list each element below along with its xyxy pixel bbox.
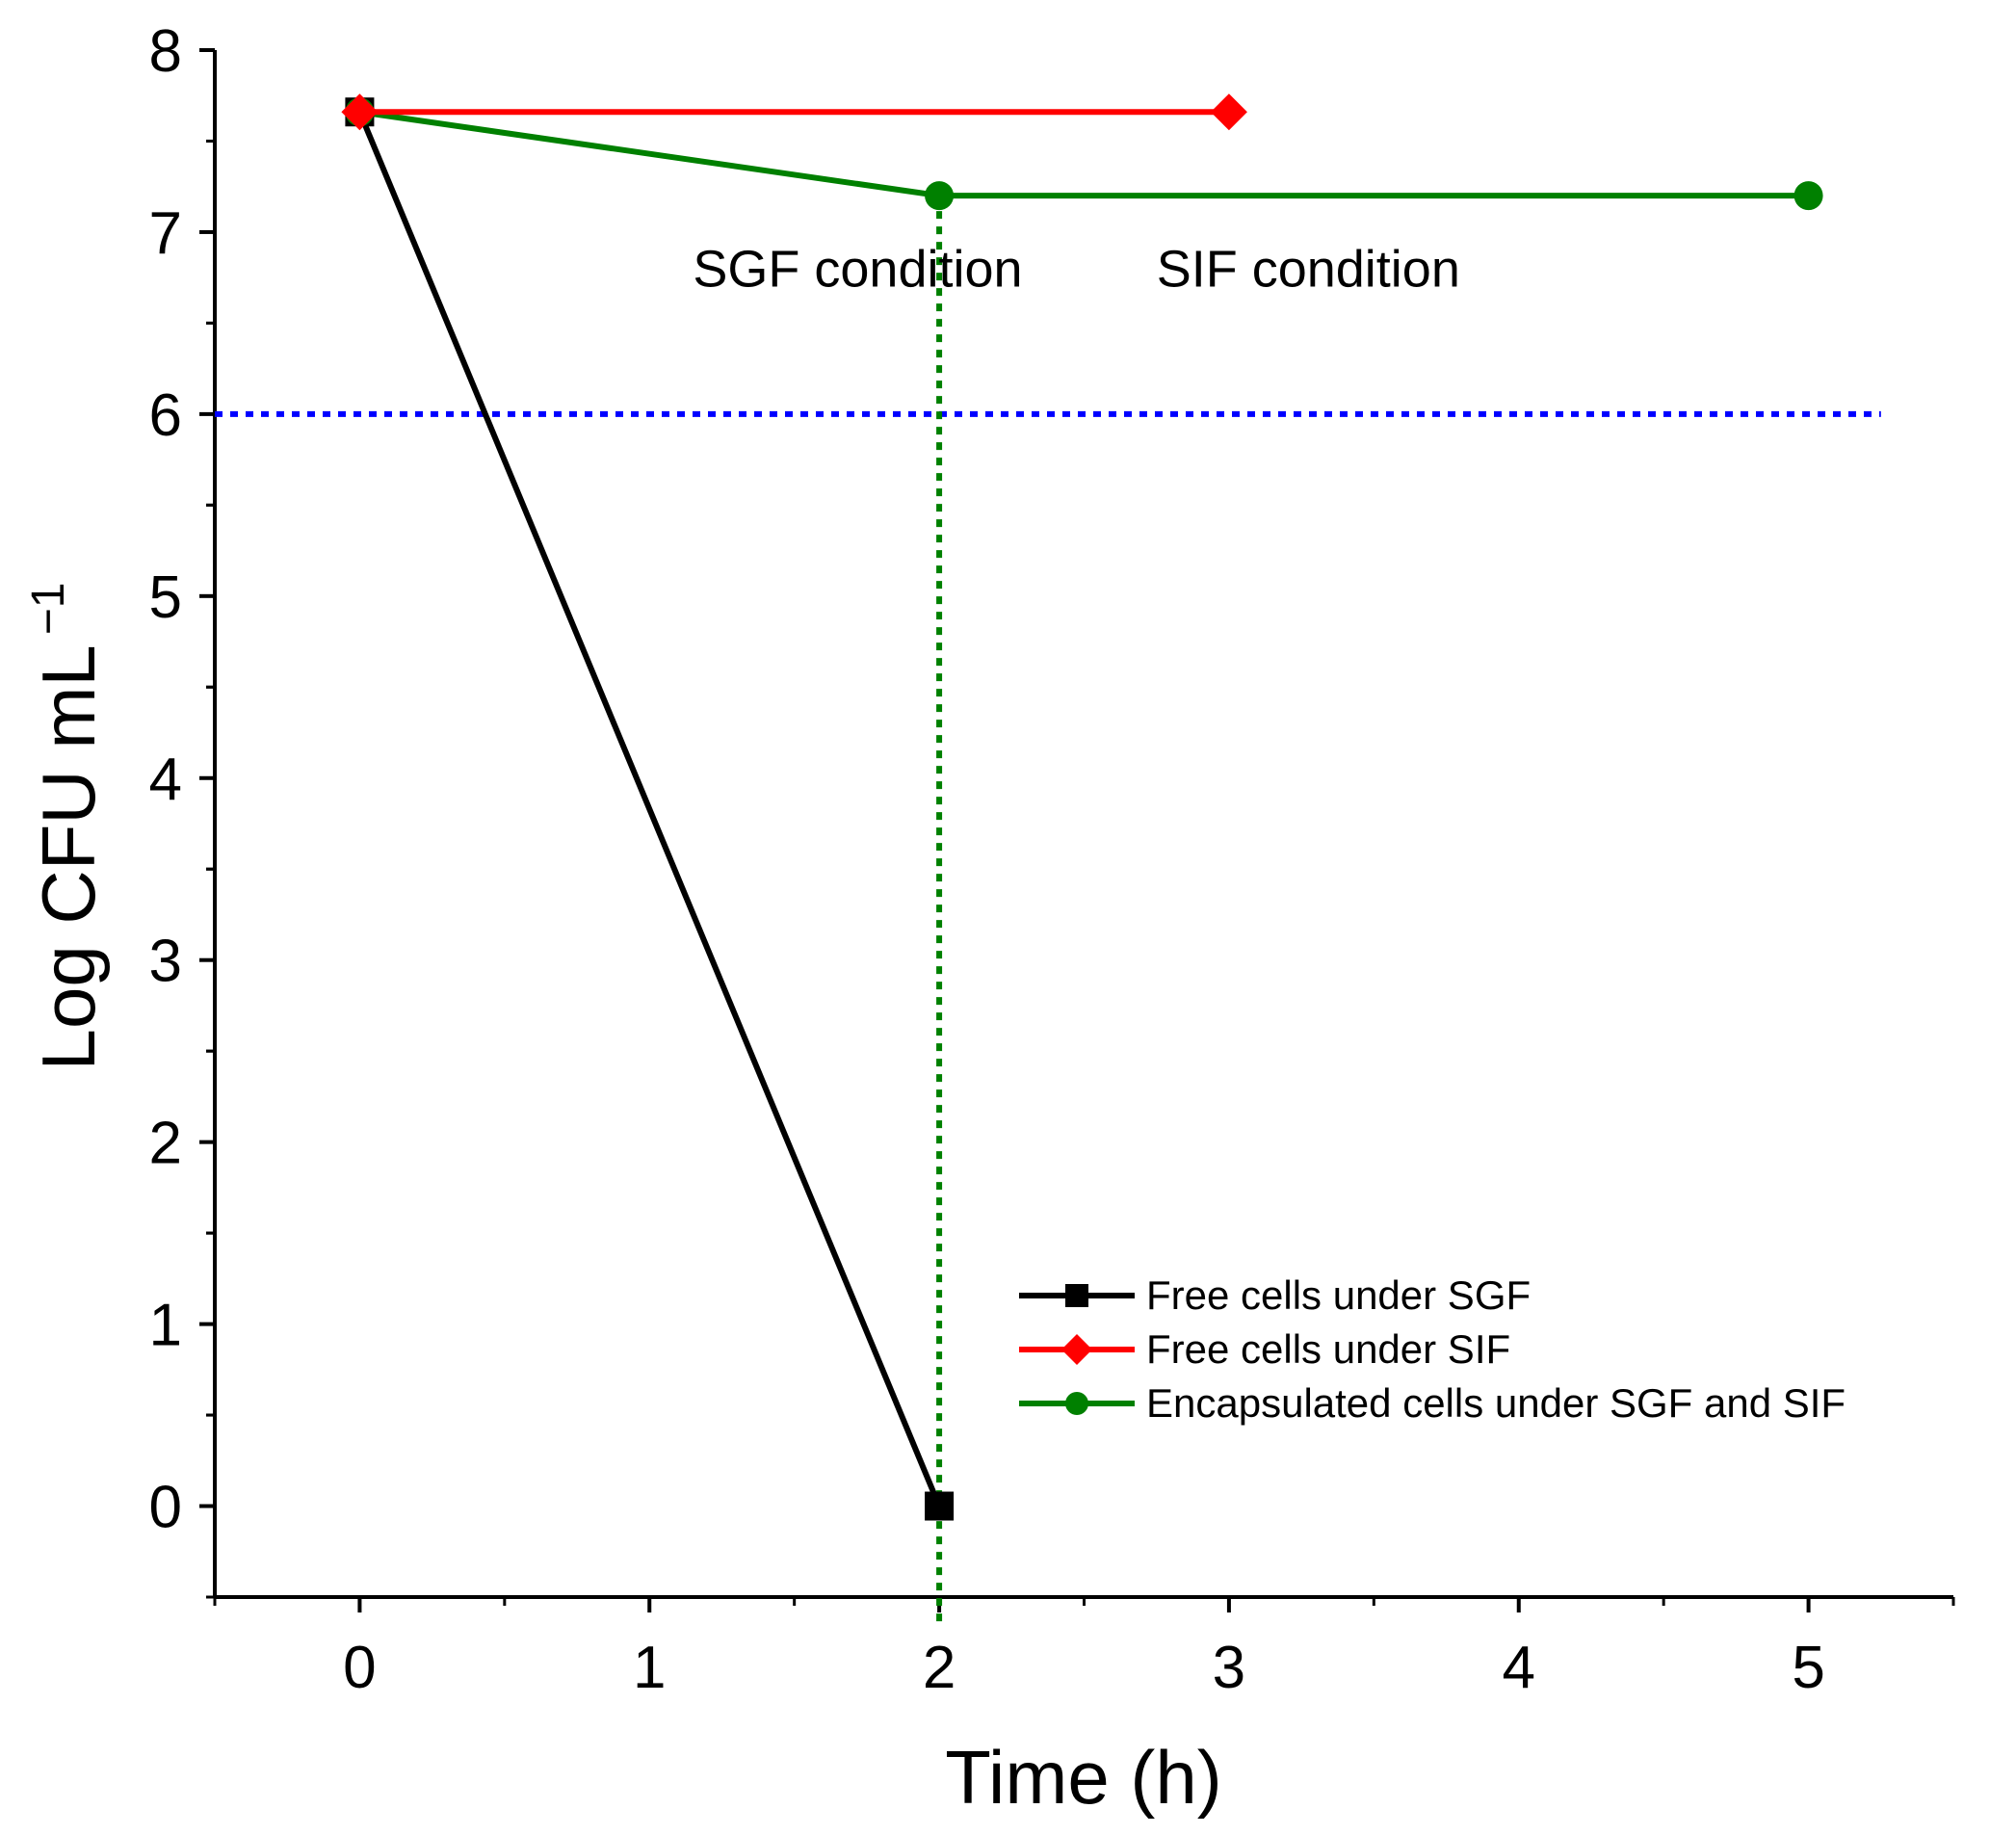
reference-lines xyxy=(215,196,1881,1626)
x-tick-label: 5 xyxy=(1792,1635,1824,1701)
square-marker xyxy=(1065,1284,1088,1307)
axes: 0 1 2 3 4 5 6 7 8 0 1 2 3 4 5 xyxy=(149,18,1955,1701)
x-tick-label: 2 xyxy=(923,1635,956,1701)
y-tick-label: 5 xyxy=(149,564,182,631)
y-axis-title-superscript: −1 xyxy=(23,583,74,636)
circle-marker xyxy=(1065,1392,1088,1415)
diamond-marker xyxy=(1210,93,1247,131)
legend-label: Encapsulated cells under SGF and SIF xyxy=(1146,1380,1846,1426)
x-tick-label: 1 xyxy=(633,1635,666,1701)
diamond-marker xyxy=(1061,1334,1092,1365)
circle-marker xyxy=(925,181,955,211)
y-tick-label: 0 xyxy=(149,1475,182,1541)
legend: Free cells under SGF Free cells under SIF… xyxy=(1019,1272,1846,1426)
y-tick-label: 2 xyxy=(149,1111,182,1177)
annotations: SGF condition SIF condition xyxy=(693,241,1460,299)
y-tick-label: 8 xyxy=(149,18,182,85)
series-line xyxy=(356,111,942,1507)
x-tick-label: 4 xyxy=(1503,1635,1535,1701)
series-layer xyxy=(341,93,1823,1521)
y-axis-title: Log CFU mL −1 xyxy=(23,583,111,1071)
condition-annotation: SIF condition xyxy=(1157,241,1460,299)
legend-label: Free cells under SGF xyxy=(1146,1272,1531,1318)
y-tick-label: 3 xyxy=(149,929,182,995)
square-marker xyxy=(925,1491,955,1521)
y-tick-label: 6 xyxy=(149,382,182,449)
y-axis-title-main: Log CFU mL xyxy=(26,644,111,1070)
diamond-marker xyxy=(341,93,379,131)
x-tick-label: 0 xyxy=(343,1635,376,1701)
x-axis-title: Time (h) xyxy=(945,1735,1221,1820)
circle-marker xyxy=(1793,181,1823,211)
y-tick-label: 1 xyxy=(149,1293,182,1359)
legend-label: Free cells under SIF xyxy=(1146,1326,1510,1372)
x-tick-label: 3 xyxy=(1213,1635,1245,1701)
y-tick-label: 7 xyxy=(149,200,182,267)
y-tick-label: 4 xyxy=(149,747,182,813)
series-line xyxy=(358,109,1809,199)
condition-annotation: SGF condition xyxy=(693,241,1022,299)
